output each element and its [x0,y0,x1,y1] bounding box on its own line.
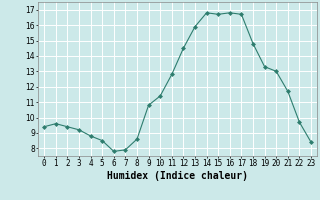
X-axis label: Humidex (Indice chaleur): Humidex (Indice chaleur) [107,171,248,181]
